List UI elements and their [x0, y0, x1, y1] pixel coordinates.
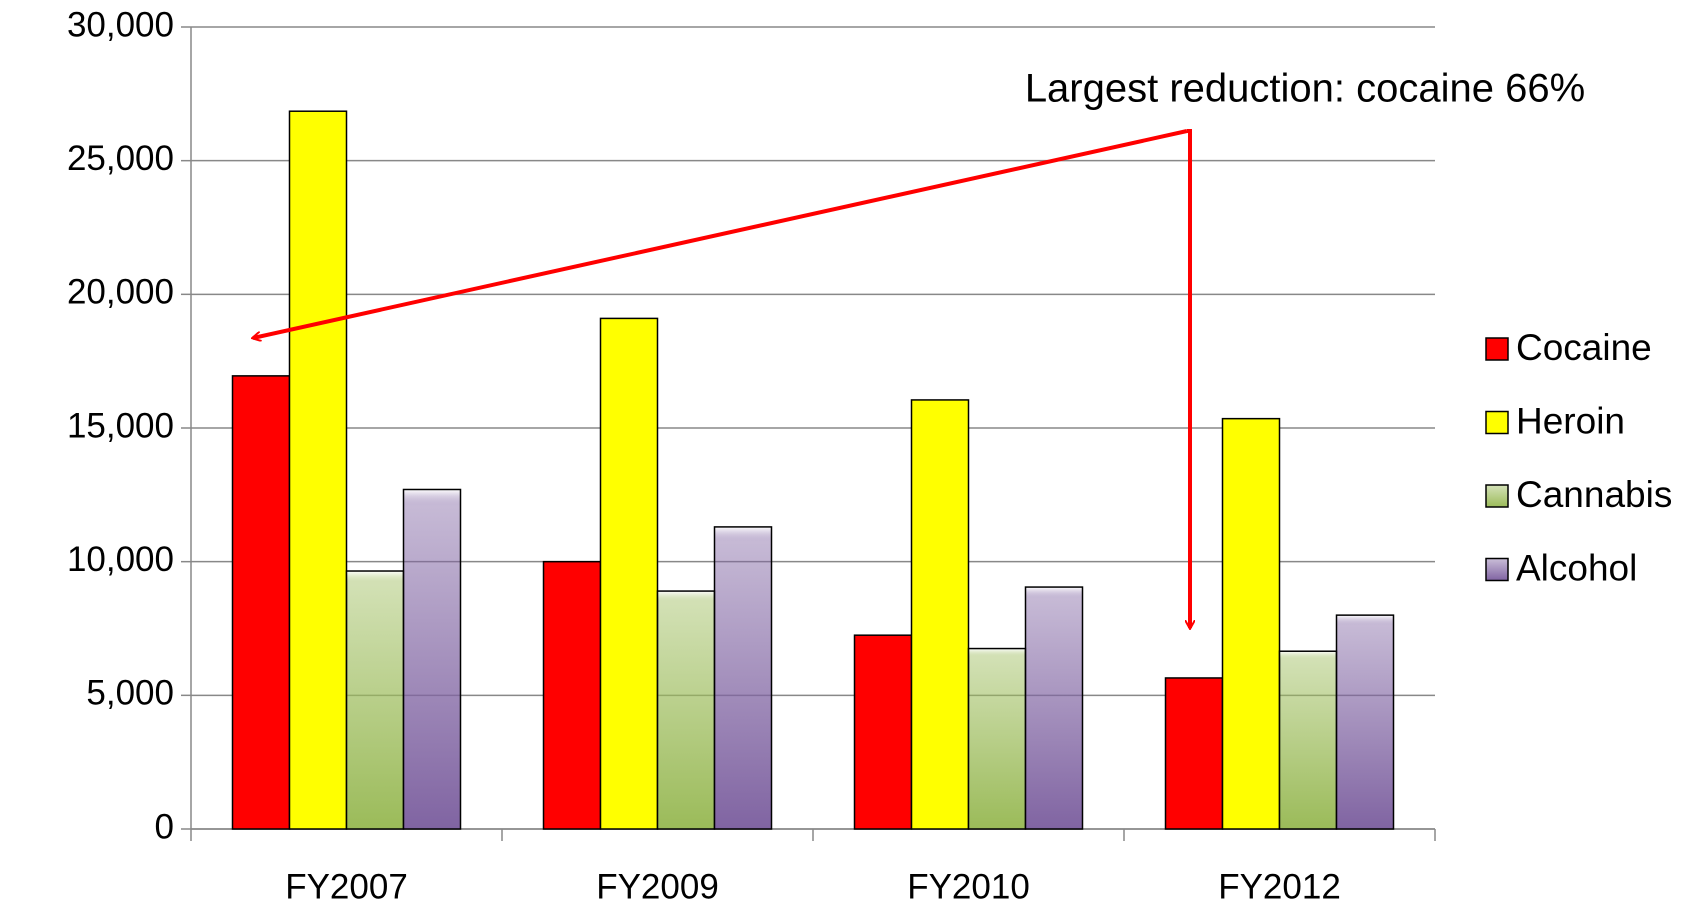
bar [345, 570, 405, 830]
y-tick-label: 15,000 [67, 406, 174, 445]
bar [713, 526, 773, 830]
annotation-arrow [1187, 129, 1190, 628]
bar [1278, 650, 1338, 830]
x-tick-label: FY2009 [596, 867, 719, 906]
legend-label: Heroin [1516, 400, 1625, 441]
bar [542, 560, 602, 830]
y-tick-label: 20,000 [67, 273, 174, 312]
y-tick-label: 30,000 [67, 5, 174, 44]
legend-swatch [1485, 484, 1509, 508]
bar [1221, 417, 1281, 830]
bar [1024, 586, 1084, 830]
y-tick-label: 10,000 [67, 540, 174, 579]
bar [910, 399, 970, 830]
y-tick-label: 5,000 [86, 674, 174, 713]
bar [1164, 677, 1224, 830]
bar [402, 488, 462, 830]
bar [853, 634, 913, 830]
annotation: Largest reduction: cocaine 66% [1025, 67, 1585, 111]
bar [1335, 614, 1395, 830]
y-tick-label: 25,000 [67, 139, 174, 178]
x-tick-label: FY2012 [1218, 867, 1341, 906]
bar [967, 647, 1027, 830]
bar [599, 317, 659, 830]
legend-label: Cocaine [1516, 327, 1652, 368]
annotation-arrow [253, 129, 1188, 338]
bars [231, 110, 1395, 830]
legend-label: Alcohol [1516, 547, 1637, 588]
bar [656, 590, 716, 830]
bar [288, 110, 348, 830]
legend-swatch [1485, 337, 1509, 361]
x-tick-label: FY2007 [285, 867, 408, 906]
legend-label: Cannabis [1516, 474, 1672, 515]
legend-swatch [1485, 410, 1509, 435]
legend-swatch [1485, 557, 1509, 582]
bar [231, 375, 291, 830]
x-tick-label: FY2010 [907, 867, 1030, 906]
y-tick-label: 0 [155, 807, 174, 846]
